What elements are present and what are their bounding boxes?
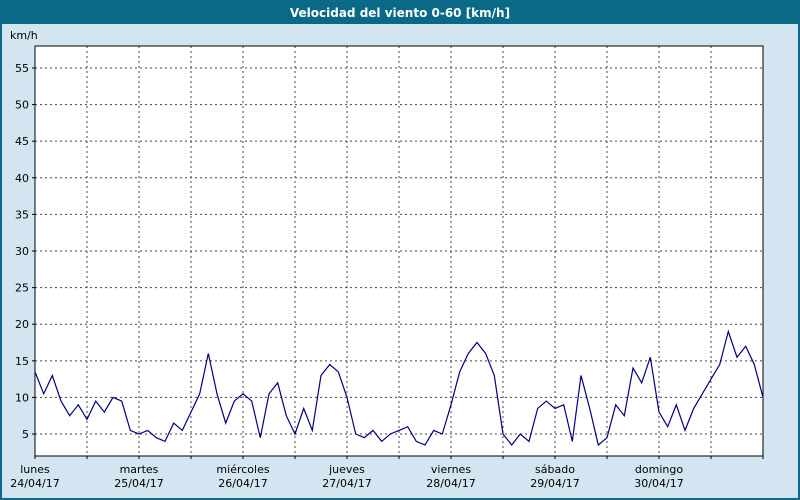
y-tick-label: 30: [15, 245, 29, 258]
y-tick-label: 15: [15, 355, 29, 368]
y-tick-label: 20: [15, 318, 29, 331]
y-axis-unit-label: km/h: [10, 29, 38, 42]
chart-title: Velocidad del viento 0-60 [km/h]: [289, 6, 511, 20]
x-day-label: jueves: [328, 463, 365, 476]
y-tick-label: 5: [22, 428, 29, 441]
x-day-label: miércoles: [216, 463, 269, 476]
x-day-label: viernes: [431, 463, 471, 476]
x-date-label: 25/04/17: [114, 477, 163, 490]
y-tick-label: 55: [15, 62, 29, 75]
plot-frame: [34, 45, 764, 457]
x-day-label: lunes: [20, 463, 50, 476]
y-tick-label: 10: [15, 391, 29, 404]
y-tick-label: 35: [15, 208, 29, 221]
x-date-label: 30/04/17: [634, 477, 683, 490]
y-tick-label: 45: [15, 135, 29, 148]
x-day-label: sábado: [535, 463, 575, 476]
x-day-label: domingo: [635, 463, 683, 476]
x-date-label: 26/04/17: [218, 477, 267, 490]
x-day-label: martes: [120, 463, 159, 476]
y-tick-label: 40: [15, 172, 29, 185]
x-date-label: 24/04/17: [10, 477, 59, 490]
wind-speed-line: [34, 329, 764, 447]
chart-title-bar: Velocidad del viento 0-60 [km/h]: [2, 2, 798, 24]
y-tick-label: 25: [15, 282, 29, 295]
x-date-label: 29/04/17: [530, 477, 579, 490]
y-tick-label: 50: [15, 99, 29, 112]
x-date-label: 28/04/17: [426, 477, 475, 490]
x-date-label: 27/04/17: [322, 477, 371, 490]
